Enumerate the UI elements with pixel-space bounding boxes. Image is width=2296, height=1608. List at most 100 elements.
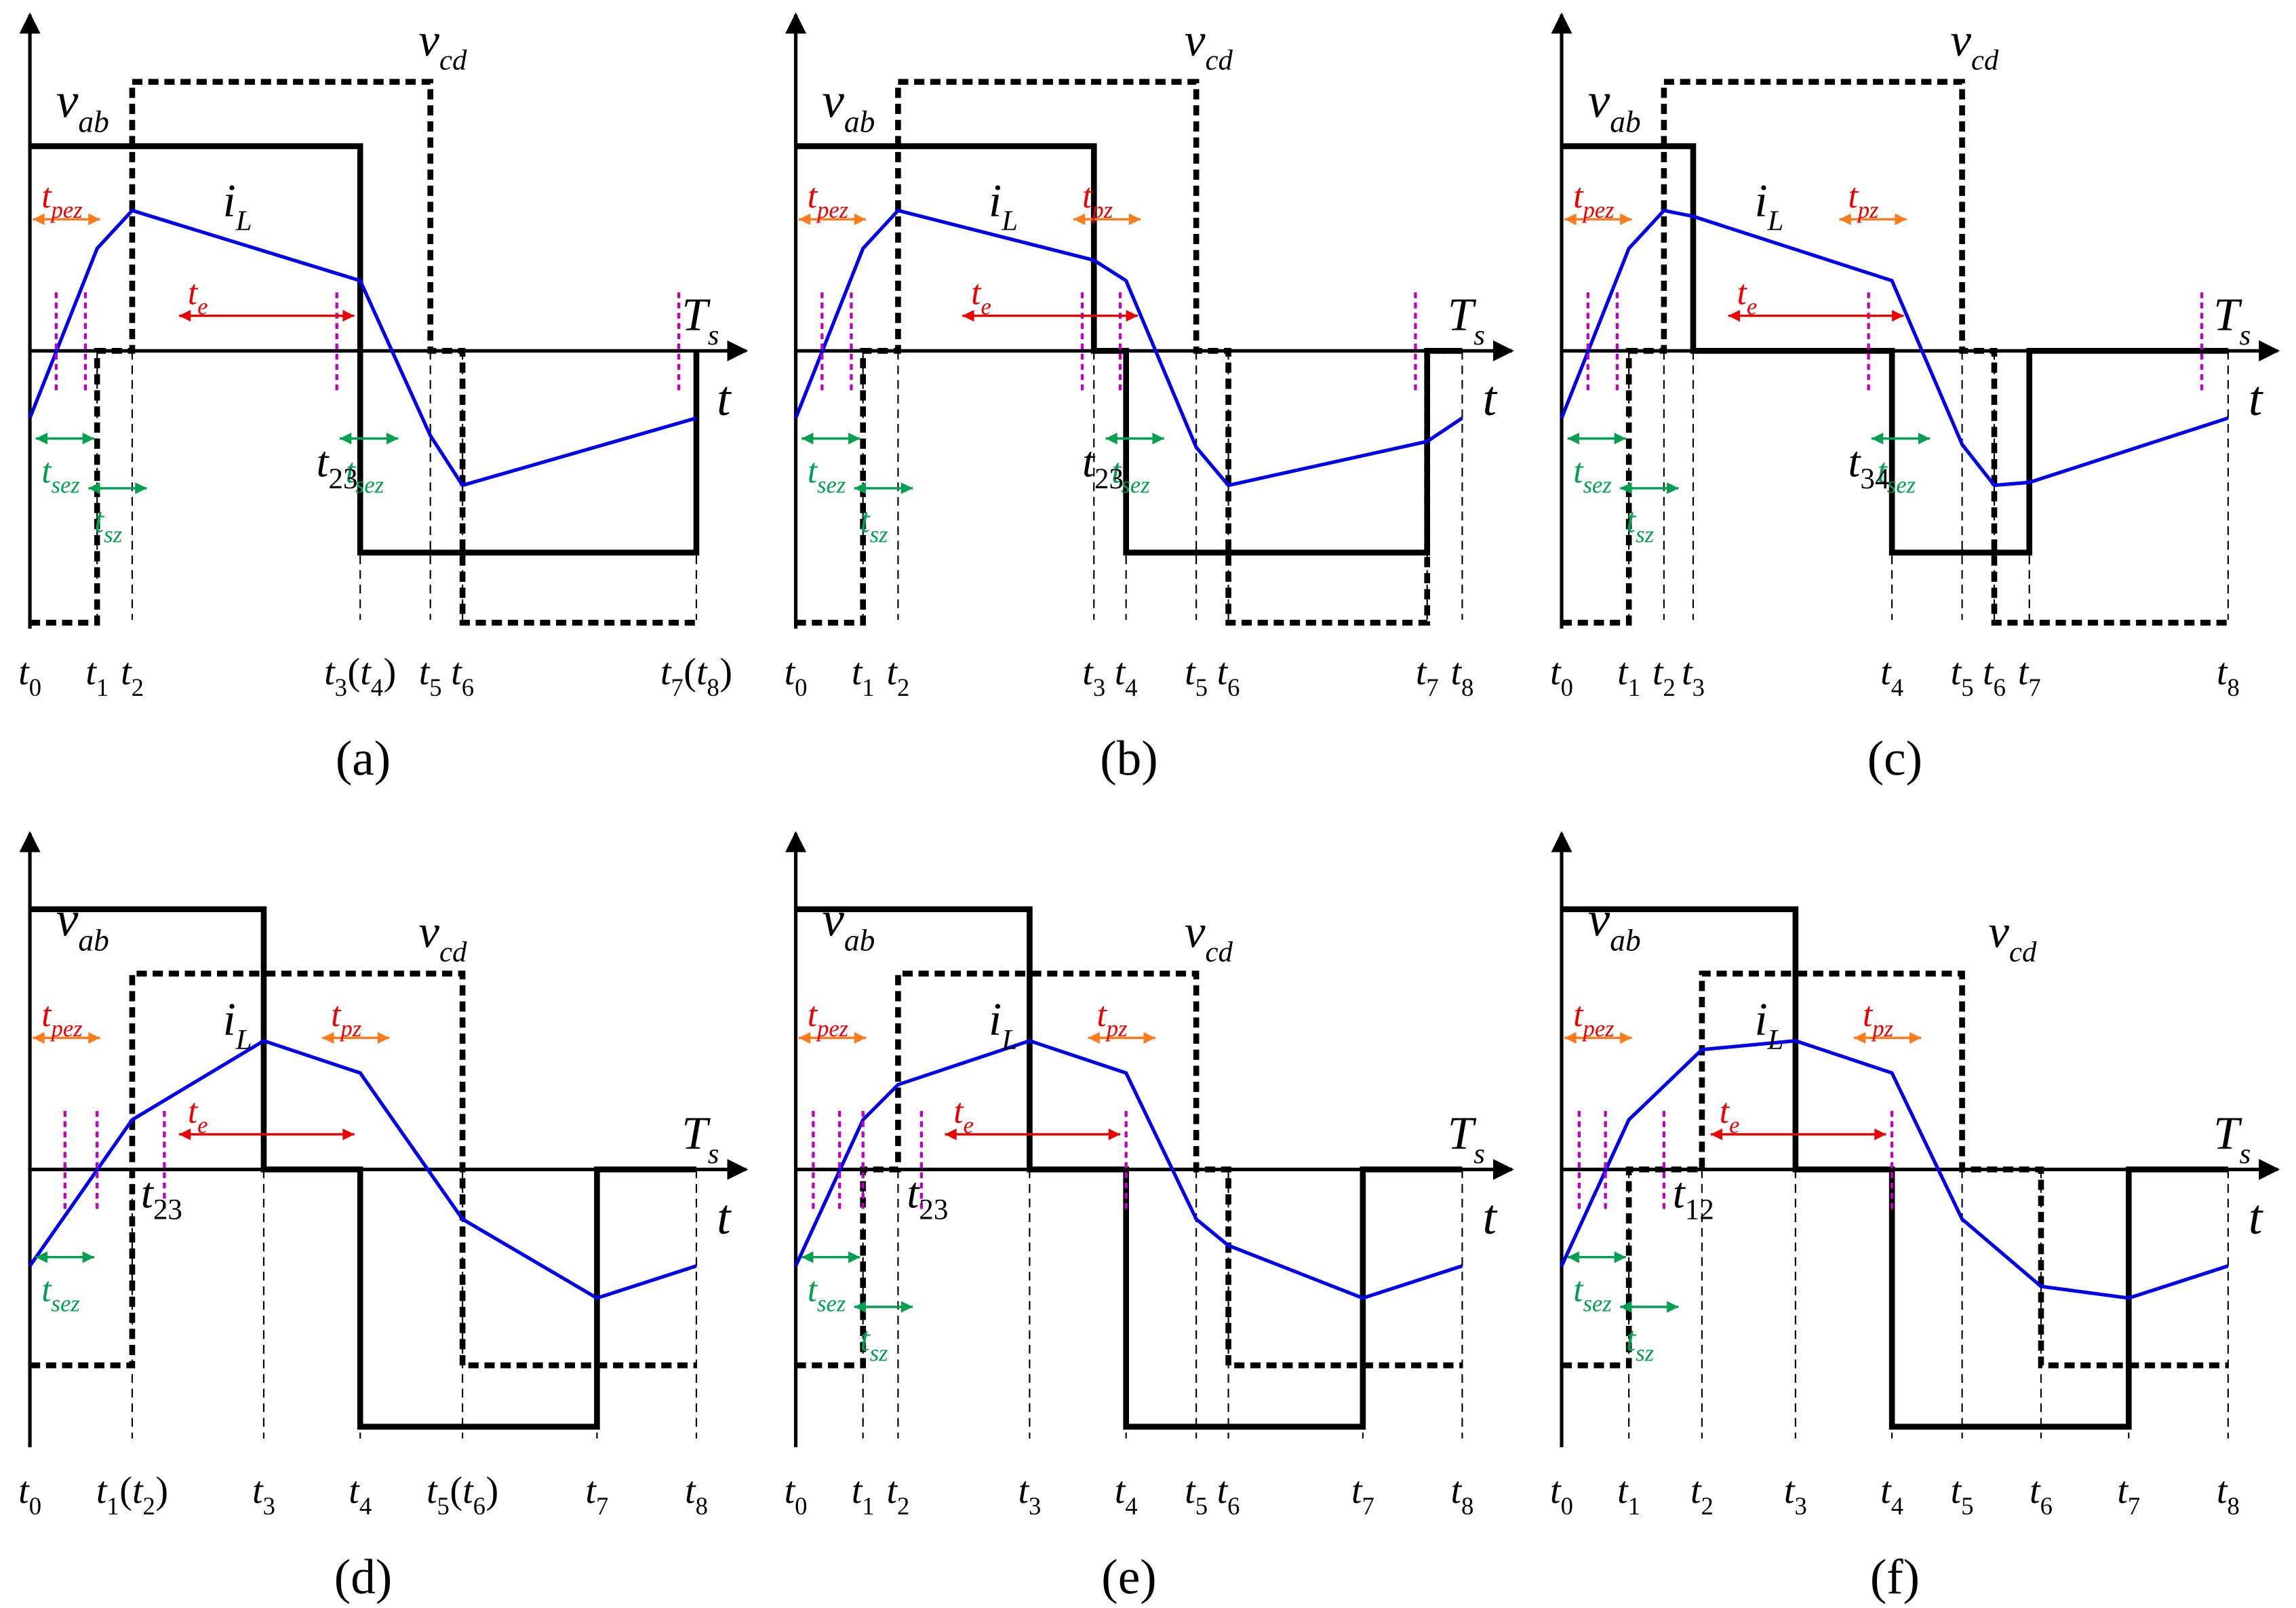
arrow-head-right bbox=[1128, 213, 1141, 225]
t-axis-label: t bbox=[717, 1190, 732, 1244]
arrow-head-right bbox=[1892, 309, 1904, 322]
point-label: t23 bbox=[317, 437, 358, 495]
vab-label-main: v bbox=[1588, 73, 1610, 128]
panel-caption: (e) bbox=[1101, 1549, 1156, 1604]
interval-label-sub: sz bbox=[1636, 1341, 1654, 1367]
interval-label-sez: tsez bbox=[1573, 452, 1612, 498]
ts-label-main: T bbox=[2213, 1107, 2242, 1159]
interval-label-e: te bbox=[1737, 273, 1758, 319]
vcd-label: vcd bbox=[418, 14, 467, 77]
interval-label-main: t bbox=[808, 452, 818, 490]
interval-label-sub: pz bbox=[1105, 1016, 1128, 1042]
vab-label-main: v bbox=[1588, 891, 1610, 946]
interval-label-sub: sez bbox=[1887, 472, 1916, 498]
interval-label-main: t bbox=[41, 177, 52, 216]
arrow-head-right bbox=[1874, 1129, 1886, 1141]
arrow-head-left bbox=[340, 433, 352, 445]
time-label-t6: t6 bbox=[1983, 651, 2006, 701]
time-label-t0: t0 bbox=[1550, 651, 1573, 701]
t-axis-label: t bbox=[2249, 1190, 2263, 1244]
interval-label-main: t bbox=[41, 452, 52, 490]
point-label-sub: 23 bbox=[153, 1194, 182, 1226]
time-label-t5t6: t5 (t6 ) bbox=[427, 1470, 498, 1520]
interval-label-sub: e bbox=[197, 1112, 207, 1138]
interval-label-main: t bbox=[1097, 996, 1108, 1034]
point-label-sub: 23 bbox=[919, 1194, 948, 1226]
vcd-label-sub: cd bbox=[439, 936, 467, 968]
il-label: iL bbox=[989, 175, 1018, 237]
interval-label-main: t bbox=[808, 1270, 818, 1309]
arrow-head-right bbox=[900, 1301, 913, 1313]
arrow-head-left bbox=[33, 1032, 45, 1044]
time-label-t3: t3 bbox=[1784, 1470, 1807, 1520]
vab-label-sub: ab bbox=[844, 923, 875, 957]
il-label-sub: L bbox=[1001, 1024, 1018, 1056]
time-label-t4: t4 bbox=[1115, 651, 1138, 701]
arrow-head-right bbox=[1614, 433, 1626, 445]
time-label-t7: t7 bbox=[2117, 1470, 2140, 1520]
vcd-waveform bbox=[30, 970, 696, 1369]
time-label-t0: t0 bbox=[18, 651, 41, 701]
arrow-head-right bbox=[1620, 213, 1632, 225]
arrow-head-right bbox=[1126, 309, 1138, 322]
interval-label-main: t bbox=[1720, 1092, 1730, 1131]
vcd-label-main: v bbox=[1185, 906, 1206, 958]
arrow-head-left bbox=[962, 309, 974, 322]
interval-label-sub: sez bbox=[355, 472, 384, 498]
interval-label-main: t bbox=[808, 996, 818, 1034]
interval-label-sub: e bbox=[1729, 1112, 1739, 1138]
vab-label-main: v bbox=[822, 73, 844, 128]
interval-arrow-sez bbox=[1567, 1251, 1626, 1263]
interval-arrow-pz bbox=[1839, 213, 1907, 225]
interval-label-sez: tsez bbox=[41, 452, 80, 498]
time-label-t3: t3 bbox=[1018, 1470, 1041, 1520]
interval-label-sub: sz bbox=[1636, 522, 1654, 548]
interval-label-main: t bbox=[1573, 452, 1584, 490]
interval-label-main: t bbox=[953, 1092, 964, 1131]
arrow-head-right bbox=[1667, 1301, 1679, 1313]
vab-label: vab bbox=[1588, 73, 1641, 138]
arrow-head-left bbox=[1871, 433, 1884, 445]
ts-label-main: T bbox=[1448, 289, 1477, 340]
vcd-waveform bbox=[795, 79, 1463, 626]
interval-label-main: t bbox=[1848, 177, 1859, 216]
arrow-head-left bbox=[35, 1251, 47, 1263]
interval-label-main: t bbox=[346, 452, 357, 490]
arrow-head-right bbox=[1918, 433, 1931, 445]
interval-label-pz: tpz bbox=[331, 996, 361, 1042]
vcd-label: vcd bbox=[1185, 906, 1233, 968]
interval-arrow-e bbox=[178, 309, 355, 322]
ts-label: Ts bbox=[681, 289, 719, 351]
arrow-head-right bbox=[900, 482, 913, 494]
interval-label-main: t bbox=[94, 502, 105, 541]
time-label-t3: t3 bbox=[1082, 651, 1105, 701]
arrow-head-left bbox=[854, 1301, 866, 1313]
interval-arrow-sez bbox=[1567, 433, 1626, 445]
arrow-head-right bbox=[1909, 1032, 1922, 1044]
vcd-waveform bbox=[1561, 970, 2228, 1369]
time-label-t3t4: t3 (t4 ) bbox=[324, 651, 396, 701]
interval-arrow-sz bbox=[854, 482, 913, 494]
vab-label: vab bbox=[56, 891, 109, 957]
arrow-head-right bbox=[1152, 433, 1164, 445]
arrow-head-right bbox=[387, 433, 399, 445]
t-axis-label: t bbox=[717, 371, 732, 426]
time-label-t3: t3 bbox=[1682, 651, 1705, 701]
time-label-t1: t1 bbox=[1617, 651, 1640, 701]
arrow-head-left bbox=[88, 482, 100, 494]
ts-label-main: T bbox=[681, 289, 711, 340]
arrow-head-right bbox=[848, 1251, 860, 1263]
interval-arrow-e bbox=[1710, 1129, 1886, 1141]
il-label-sub: L bbox=[1767, 205, 1784, 237]
time-label-t0: t0 bbox=[1550, 1470, 1573, 1520]
interval-label-sub: e bbox=[964, 1112, 974, 1138]
interval-label-sub: sez bbox=[1121, 472, 1149, 498]
interval-label-sub: sez bbox=[52, 472, 80, 498]
il-label-sub: L bbox=[235, 1024, 252, 1056]
vcd-label: vcd bbox=[1950, 14, 1999, 77]
interval-arrow-sez bbox=[801, 1251, 860, 1263]
point-label-main: t bbox=[907, 1168, 920, 1217]
interval-label-pz: tpz bbox=[1097, 996, 1128, 1042]
interval-label-sub: sez bbox=[817, 472, 846, 498]
vcd-label-main: v bbox=[418, 906, 439, 958]
